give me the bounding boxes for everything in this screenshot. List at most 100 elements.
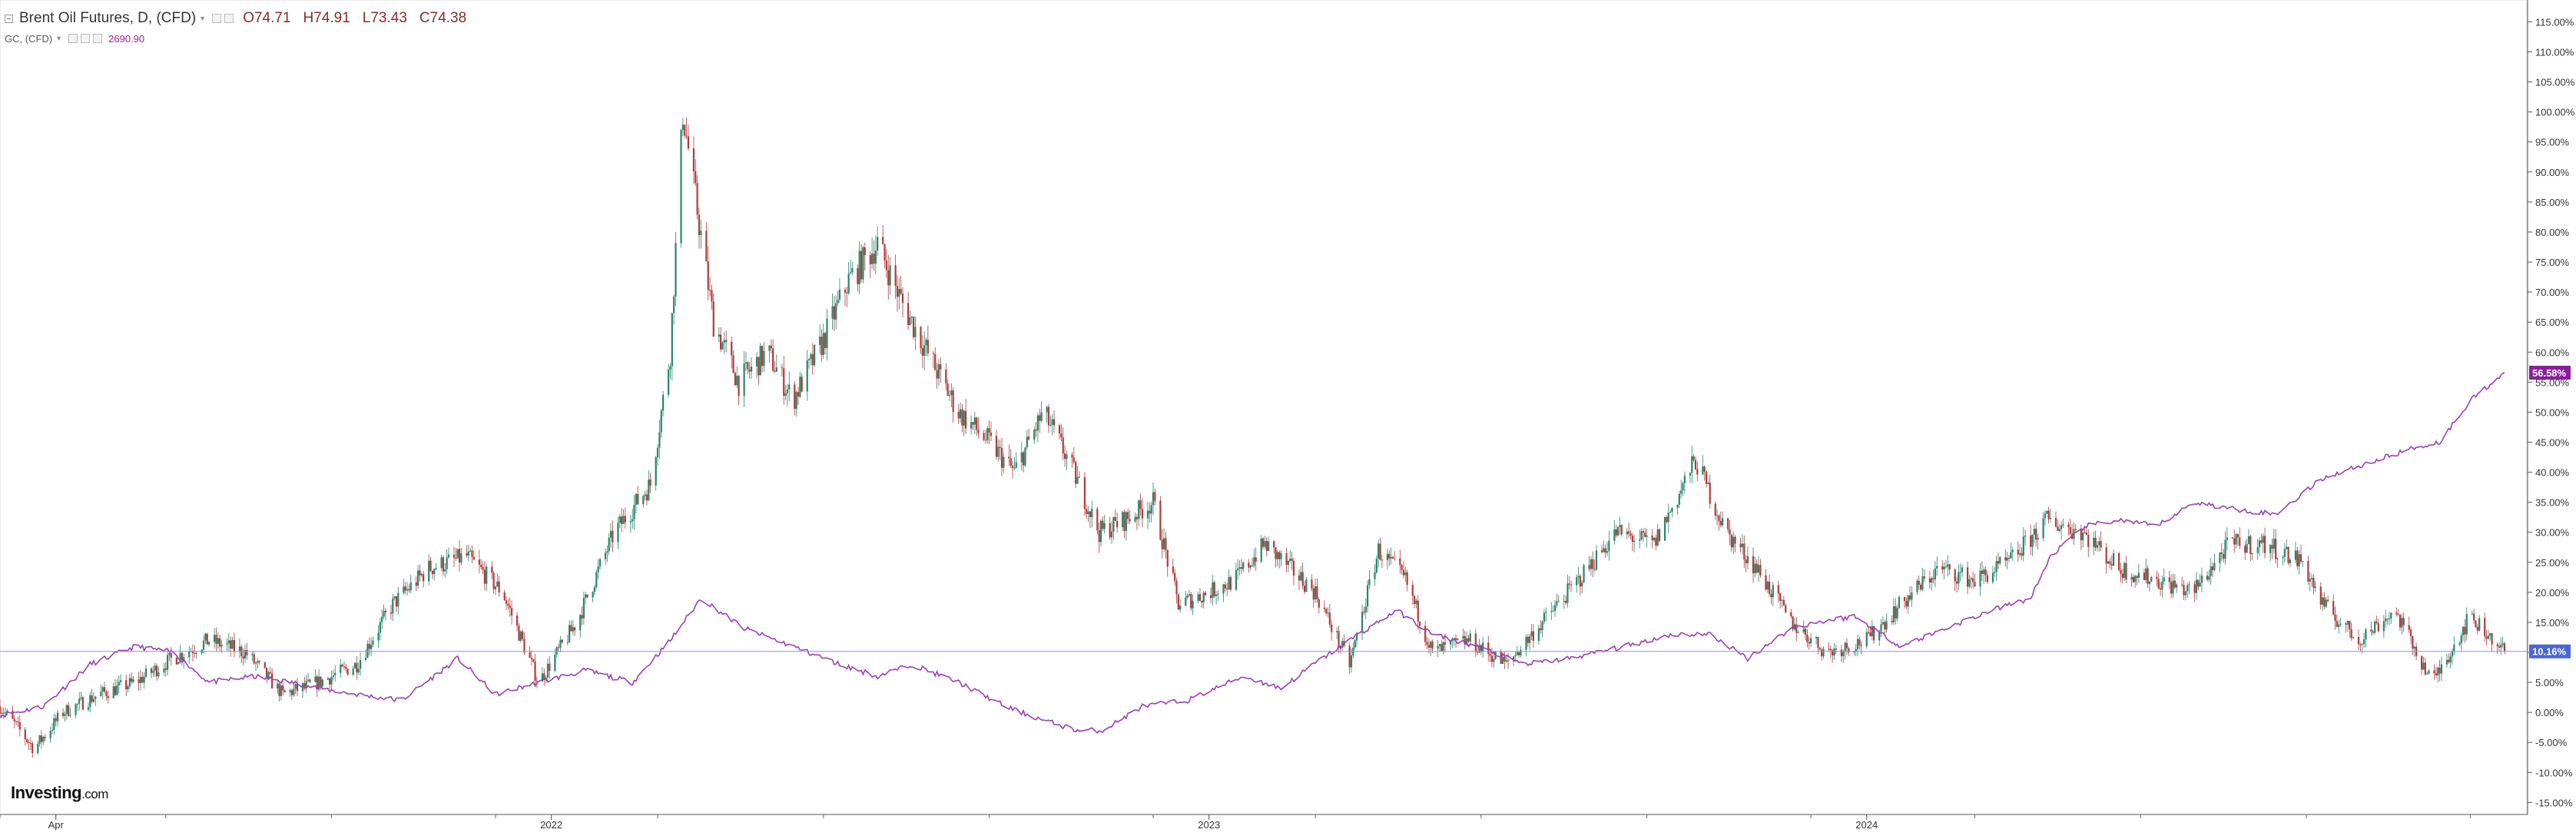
candle bbox=[1328, 603, 1331, 628]
candle bbox=[1983, 566, 1985, 584]
candle bbox=[1743, 535, 1746, 569]
candle bbox=[920, 326, 922, 354]
candle bbox=[2294, 542, 2297, 564]
candle bbox=[675, 231, 677, 307]
candle bbox=[2224, 531, 2226, 565]
candle bbox=[1729, 519, 1731, 546]
candle bbox=[31, 741, 34, 758]
candle bbox=[377, 625, 380, 649]
candle bbox=[1809, 633, 1812, 648]
y-tick-label: 75.00% bbox=[2535, 257, 2570, 268]
candle bbox=[744, 352, 748, 372]
secondary-series-title[interactable]: GC, (CFD) bbox=[5, 32, 53, 45]
secondary-series-caret-icon[interactable]: ▾ bbox=[57, 34, 61, 43]
y-axis[interactable]: 115.00% 110.00% 105.00% 100.00% 95.00% 90.00%… bbox=[2527, 0, 2575, 814]
candle bbox=[685, 117, 688, 140]
candle bbox=[681, 118, 684, 137]
candle bbox=[2074, 524, 2077, 534]
y-tick-label: 85.00% bbox=[2535, 197, 2570, 208]
visibility-icon[interactable] bbox=[68, 34, 78, 43]
candle bbox=[1530, 624, 1533, 640]
candle bbox=[1033, 426, 1036, 444]
candle bbox=[76, 702, 78, 712]
main-series-caret-icon[interactable]: ▾ bbox=[201, 14, 205, 23]
candle bbox=[947, 379, 949, 396]
candle bbox=[2130, 572, 2133, 588]
candle bbox=[858, 241, 860, 295]
candle bbox=[821, 329, 823, 362]
secondary-series-legend[interactable]: GC, (CFD) ▾ 2690.90 bbox=[5, 31, 479, 46]
settings-icon[interactable] bbox=[81, 34, 91, 43]
candle bbox=[2365, 627, 2367, 648]
candle bbox=[2276, 557, 2279, 568]
candle bbox=[65, 704, 68, 720]
candle bbox=[660, 408, 662, 438]
candle bbox=[2332, 594, 2335, 616]
candle bbox=[1457, 638, 1459, 642]
candle bbox=[774, 361, 776, 373]
main-series-legend[interactable]: Brent Oil Futures, D, (CFD) ▾ O74.71 H74… bbox=[5, 8, 479, 29]
candle bbox=[1777, 580, 1779, 603]
candle bbox=[612, 520, 614, 552]
candle bbox=[1127, 509, 1129, 525]
close-icon[interactable] bbox=[224, 14, 234, 23]
candle bbox=[2258, 536, 2261, 556]
candle bbox=[2357, 629, 2360, 651]
close-icon[interactable] bbox=[93, 34, 103, 43]
candle bbox=[2244, 540, 2246, 560]
candle bbox=[1198, 588, 1202, 602]
candle bbox=[811, 343, 814, 375]
candle bbox=[1010, 448, 1012, 469]
candle bbox=[973, 411, 976, 434]
candle bbox=[2071, 524, 2074, 540]
candle bbox=[2213, 553, 2216, 572]
candle bbox=[1620, 524, 1623, 537]
candle bbox=[181, 651, 183, 666]
candle bbox=[2485, 629, 2488, 645]
x-tick-label: 2022 bbox=[540, 819, 562, 831]
candle bbox=[723, 331, 725, 355]
candle bbox=[372, 636, 374, 648]
logo-suffix: .com bbox=[81, 787, 108, 801]
candle bbox=[1745, 555, 1747, 572]
candle bbox=[2435, 666, 2437, 678]
candle bbox=[984, 430, 986, 444]
candle bbox=[882, 225, 884, 244]
collapse-legend-icon[interactable] bbox=[5, 14, 13, 23]
candle bbox=[770, 339, 772, 353]
candle bbox=[215, 627, 217, 652]
main-series-title[interactable]: Brent Oil Futures, D, (CFD) bbox=[19, 10, 197, 26]
candle bbox=[1026, 430, 1028, 450]
candle bbox=[970, 415, 973, 435]
candle bbox=[379, 617, 381, 641]
candle bbox=[2464, 619, 2466, 643]
x-axis[interactable]: Apr 2022 2023 2024 bbox=[0, 814, 2528, 831]
candle bbox=[795, 390, 797, 417]
candle bbox=[1765, 569, 1767, 592]
gold-last-value-badge-label: 56.58% bbox=[2532, 367, 2567, 379]
candle bbox=[569, 620, 571, 644]
candle bbox=[1083, 472, 1086, 516]
candle bbox=[1954, 568, 1956, 592]
candle bbox=[51, 723, 54, 735]
candle bbox=[118, 675, 120, 694]
candle bbox=[1109, 516, 1111, 540]
candle bbox=[748, 362, 751, 380]
candle bbox=[1215, 590, 1218, 605]
candle bbox=[1202, 591, 1205, 609]
settings-icon[interactable] bbox=[212, 14, 222, 23]
candle bbox=[341, 663, 343, 667]
candle bbox=[2069, 519, 2071, 536]
candle bbox=[1291, 551, 1293, 570]
candle bbox=[1525, 634, 1527, 657]
candle bbox=[433, 568, 436, 581]
candle bbox=[2035, 522, 2037, 547]
candle bbox=[977, 417, 980, 439]
candle bbox=[2236, 532, 2239, 546]
candle bbox=[720, 327, 722, 353]
candle bbox=[417, 565, 419, 589]
candle bbox=[1129, 509, 1131, 525]
candle bbox=[1974, 573, 1976, 587]
